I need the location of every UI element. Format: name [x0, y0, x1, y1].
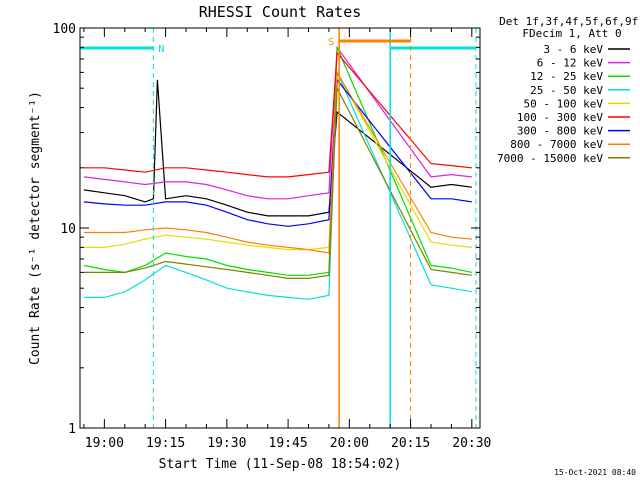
legend-label-1: 3 - 6 keV — [543, 43, 603, 56]
legend-header-1: Det 1f,3f,4f,5f,6f,9f, — [499, 15, 640, 28]
x-tick-label-5: 20:00 — [330, 436, 369, 451]
x-tick-label-4: 19:45 — [269, 436, 308, 451]
timestamp: 15-Oct-2021 08:40 — [554, 468, 636, 477]
chart-title: RHESSI Count Rates — [199, 3, 362, 21]
x-tick-label-1: 19:00 — [85, 436, 124, 451]
x-axis-label: Start Time (11-Sep-08 18:54:02) — [159, 457, 402, 472]
legend-header-2: FDecim 1, Att 0 — [522, 27, 621, 40]
plot-area: NS — [80, 28, 477, 428]
series-line-9 — [83, 85, 472, 279]
flag-label-1: N — [158, 44, 164, 55]
x-tick-label-3: 19:30 — [207, 436, 246, 451]
series-line-4 — [83, 72, 472, 300]
legend: Det 1f,3f,4f,5f,6f,9f,FDecim 1, Att 0 3 -… — [497, 15, 640, 165]
legend-label-7: 300 - 800 keV — [517, 125, 603, 138]
y-axis-label: Count Rate (s⁻¹ detector segment⁻¹) — [28, 91, 43, 365]
series-line-1 — [83, 79, 472, 217]
x-tick-label-2: 19:15 — [146, 436, 185, 451]
x-tick-label-7: 20:30 — [452, 436, 491, 451]
series-line-5 — [83, 70, 472, 251]
series-line-7 — [83, 78, 472, 227]
legend-label-4: 25 - 50 keV — [530, 84, 603, 97]
legend-label-3: 12 - 25 keV — [530, 70, 603, 83]
legend-label-6: 100 - 300 keV — [517, 111, 603, 124]
legend-label-9: 7000 - 15000 keV — [497, 152, 603, 165]
axes: 1 10 100 19:00 19:15 19:30 19:45 20:00 20:15 20:3… — [53, 22, 492, 451]
y-tick-label-3: 100 — [53, 22, 76, 37]
x-tick-label-6: 20:15 — [391, 436, 430, 451]
series-line-6 — [83, 51, 472, 178]
y-tick-label-1: 1 — [68, 422, 76, 437]
series-line-8 — [83, 70, 472, 254]
flag-label-3: S — [328, 37, 334, 48]
legend-label-5: 50 - 100 keV — [524, 97, 604, 110]
legend-label-8: 800 - 7000 keV — [510, 138, 603, 151]
legend-label-2: 6 - 12 keV — [537, 57, 604, 70]
y-tick-label-2: 10 — [60, 222, 76, 237]
